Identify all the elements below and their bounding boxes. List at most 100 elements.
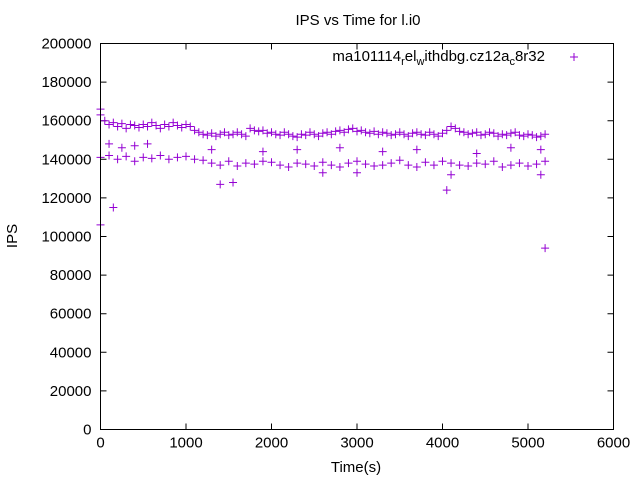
data-point xyxy=(229,178,238,187)
data-point xyxy=(190,155,199,164)
data-point xyxy=(276,131,285,140)
data-point xyxy=(387,159,396,168)
data-point xyxy=(250,160,259,169)
data-point xyxy=(468,129,477,138)
y-tick-label: 20000 xyxy=(50,383,92,400)
data-point xyxy=(361,160,370,169)
data-point xyxy=(331,127,340,136)
legend: ma101114relwithdbg.cz12ac8r32 xyxy=(332,48,578,68)
data-point xyxy=(412,128,421,137)
data-point xyxy=(177,123,186,132)
data-point xyxy=(498,130,507,139)
data-point xyxy=(233,162,242,171)
data-point xyxy=(515,131,524,140)
data-point xyxy=(506,161,515,170)
data-point xyxy=(344,125,353,134)
data-point xyxy=(412,163,421,172)
data-point xyxy=(472,159,481,168)
data-point xyxy=(143,122,152,131)
data-point xyxy=(451,124,460,133)
data-point xyxy=(134,123,143,132)
data-point xyxy=(447,122,456,131)
data-point xyxy=(357,126,366,135)
data-point xyxy=(438,129,447,138)
data-point xyxy=(404,132,413,141)
data-point xyxy=(301,160,310,169)
data-point xyxy=(267,158,276,167)
data-point xyxy=(353,127,361,136)
data-point xyxy=(481,160,490,169)
data-point xyxy=(237,130,246,139)
data-point xyxy=(323,128,332,137)
data-point xyxy=(122,124,131,133)
data-point xyxy=(207,159,216,168)
data-point xyxy=(186,122,195,131)
data-point xyxy=(429,130,438,139)
data-point xyxy=(147,118,156,127)
data-point xyxy=(293,145,302,154)
data-point xyxy=(374,130,383,139)
data-point xyxy=(139,153,148,162)
data-point xyxy=(335,143,344,152)
data-point xyxy=(353,157,361,166)
data-point xyxy=(408,129,417,138)
data-point xyxy=(417,130,426,139)
data-point xyxy=(327,130,336,139)
y-tick-label: 140000 xyxy=(41,151,91,168)
data-point xyxy=(447,170,456,179)
x-tick-label: 6000 xyxy=(597,435,630,452)
data-point xyxy=(152,121,161,130)
y-tick-label: 60000 xyxy=(50,306,92,323)
legend-marker-plus xyxy=(570,53,578,61)
data-point xyxy=(207,129,216,138)
data-point xyxy=(395,128,404,137)
data-point xyxy=(100,116,109,125)
data-point xyxy=(233,128,242,137)
data-point xyxy=(164,155,173,164)
data-point xyxy=(438,157,447,166)
data-point xyxy=(258,157,267,166)
data-point xyxy=(506,129,515,138)
y-tick-label: 120000 xyxy=(41,190,91,207)
data-point xyxy=(536,145,545,154)
data-point xyxy=(327,161,336,170)
data-point xyxy=(348,124,357,133)
data-point xyxy=(241,159,250,168)
data-point xyxy=(190,126,199,135)
data-point xyxy=(412,145,421,154)
data-point xyxy=(263,129,272,138)
data-point xyxy=(370,162,379,171)
y-tick-label: 180000 xyxy=(41,74,91,91)
data-point xyxy=(536,170,545,179)
data-point xyxy=(536,132,545,141)
data-point xyxy=(199,130,208,139)
data-point xyxy=(284,163,293,172)
data-point xyxy=(211,132,220,141)
data-point xyxy=(301,131,310,140)
data-point xyxy=(258,126,267,135)
data-point xyxy=(335,126,344,135)
data-point xyxy=(113,122,122,131)
data-point xyxy=(229,130,238,139)
data-point xyxy=(340,128,349,137)
data-point xyxy=(395,156,404,165)
chart-title: IPS vs Time for l.i0 xyxy=(295,12,420,29)
data-point xyxy=(421,131,430,140)
data-point xyxy=(305,128,314,137)
data-point xyxy=(494,132,503,141)
data-point xyxy=(143,139,152,148)
data-point xyxy=(365,129,374,138)
data-point xyxy=(293,159,302,168)
data-point xyxy=(276,161,285,170)
data-point xyxy=(361,128,370,137)
data-point xyxy=(113,155,122,164)
data-point xyxy=(109,203,118,212)
x-tick-label: 4000 xyxy=(426,435,459,452)
data-point xyxy=(387,131,396,140)
data-point xyxy=(105,151,114,160)
data-point xyxy=(400,130,409,139)
data-point xyxy=(447,159,456,168)
data-point xyxy=(164,122,173,131)
data-point xyxy=(310,162,319,171)
data-point xyxy=(532,133,541,142)
